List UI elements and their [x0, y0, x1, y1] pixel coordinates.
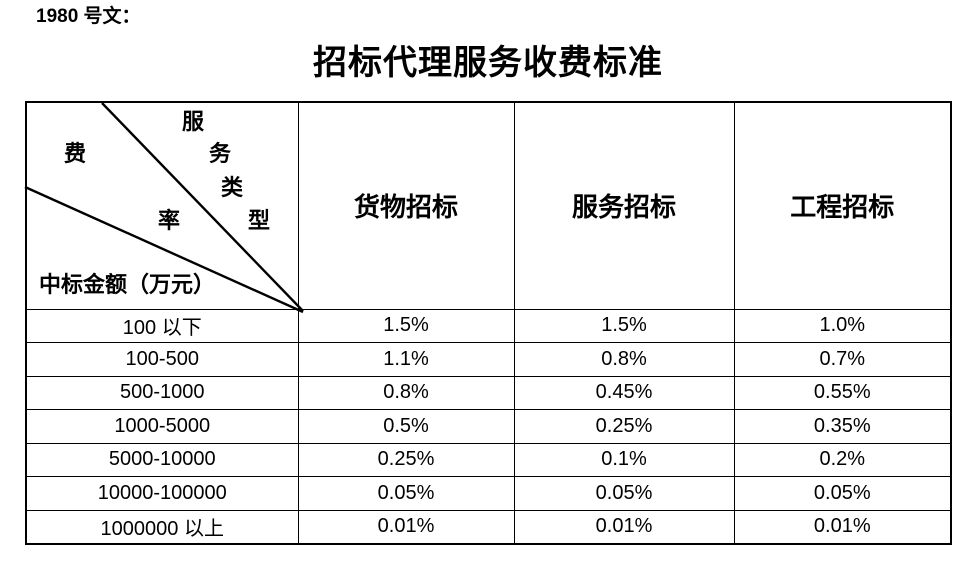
table-row: 500-1000 0.8% 0.45% 0.55%	[25, 375, 952, 410]
row-label-amount-range: 500-1000	[25, 375, 299, 410]
page-title: 招标代理服务收费标准	[313, 45, 663, 82]
corner-label-service-type-char: 务	[209, 141, 232, 166]
rate-cell-goods: 1.1%	[297, 342, 515, 377]
doc-number: 1980 号文：	[36, 6, 141, 27]
table-row: 100-500 1.1% 0.8% 0.7%	[25, 342, 952, 377]
rate-cell-service: 0.25%	[513, 409, 735, 444]
row-label-amount-range: 1000000 以上	[25, 509, 299, 544]
rate-cell-engineering: 0.2%	[733, 442, 952, 477]
rate-cell-goods: 0.5%	[297, 409, 515, 444]
row-label-amount-range: 100-500	[25, 342, 299, 377]
row-label-amount-range: 100 以下	[25, 308, 299, 343]
rate-cell-goods: 0.01%	[297, 509, 515, 544]
rate-cell-service: 0.01%	[513, 509, 735, 544]
rate-cell-engineering: 0.7%	[733, 342, 952, 377]
rate-cell-engineering: 0.35%	[733, 409, 952, 444]
corner-label-service-type-char: 类	[221, 175, 244, 200]
table-row: 1000-5000 0.5% 0.25% 0.35%	[25, 409, 952, 444]
rate-cell-goods: 0.05%	[297, 476, 515, 511]
rate-cell-engineering: 0.55%	[733, 375, 952, 410]
rate-cell-goods: 0.25%	[297, 442, 515, 477]
corner-label-fee-rate-char: 费	[64, 141, 87, 166]
rate-cell-service: 0.1%	[513, 442, 735, 477]
rate-cell-engineering: 0.05%	[733, 476, 952, 511]
table-row: 10000-100000 0.05% 0.05% 0.05%	[25, 476, 952, 511]
table-row: 1000000 以上 0.01% 0.01% 0.01%	[25, 509, 952, 544]
rate-cell-service: 0.8%	[513, 342, 735, 377]
fee-standard-table: 服 务 类 型 费 率 中标金额（万元） 货物招标 服务招标 工程招标 100 …	[24, 101, 952, 545]
rate-cell-engineering: 0.01%	[733, 509, 952, 544]
table-row: 5000-10000 0.25% 0.1% 0.2%	[25, 442, 952, 477]
column-header-engineering-bidding: 工程招标	[733, 101, 952, 310]
diagonal-header-cell: 服 务 类 型 费 率 中标金额（万元）	[24, 101, 304, 314]
column-header-goods-bidding: 货物招标	[297, 101, 515, 310]
diagonal-divider-lines	[24, 102, 304, 314]
header-row: 服 务 类 型 费 率 中标金额（万元） 货物招标 服务招标 工程招标	[24, 101, 952, 314]
rate-cell-service: 0.05%	[513, 476, 735, 511]
row-label-amount-range: 10000-100000	[25, 476, 299, 511]
corner-label-fee-rate-char: 率	[158, 208, 181, 233]
column-header-service-bidding: 服务招标	[513, 101, 735, 310]
rate-cell-service: 1.5%	[513, 308, 735, 343]
corner-label-bid-amount: 中标金额（万元）	[39, 272, 216, 297]
row-label-amount-range: 5000-10000	[25, 442, 299, 477]
rate-cell-service: 0.45%	[513, 375, 735, 410]
rate-cell-engineering: 1.0%	[733, 308, 952, 343]
row-label-amount-range: 1000-5000	[25, 409, 299, 444]
corner-label-service-type-char: 服	[182, 109, 205, 134]
rate-cell-goods: 1.5%	[297, 308, 515, 343]
rate-cell-goods: 0.8%	[297, 375, 515, 410]
corner-label-service-type-char: 型	[248, 208, 271, 233]
table-row: 100 以下 1.5% 1.5% 1.0%	[25, 308, 952, 343]
